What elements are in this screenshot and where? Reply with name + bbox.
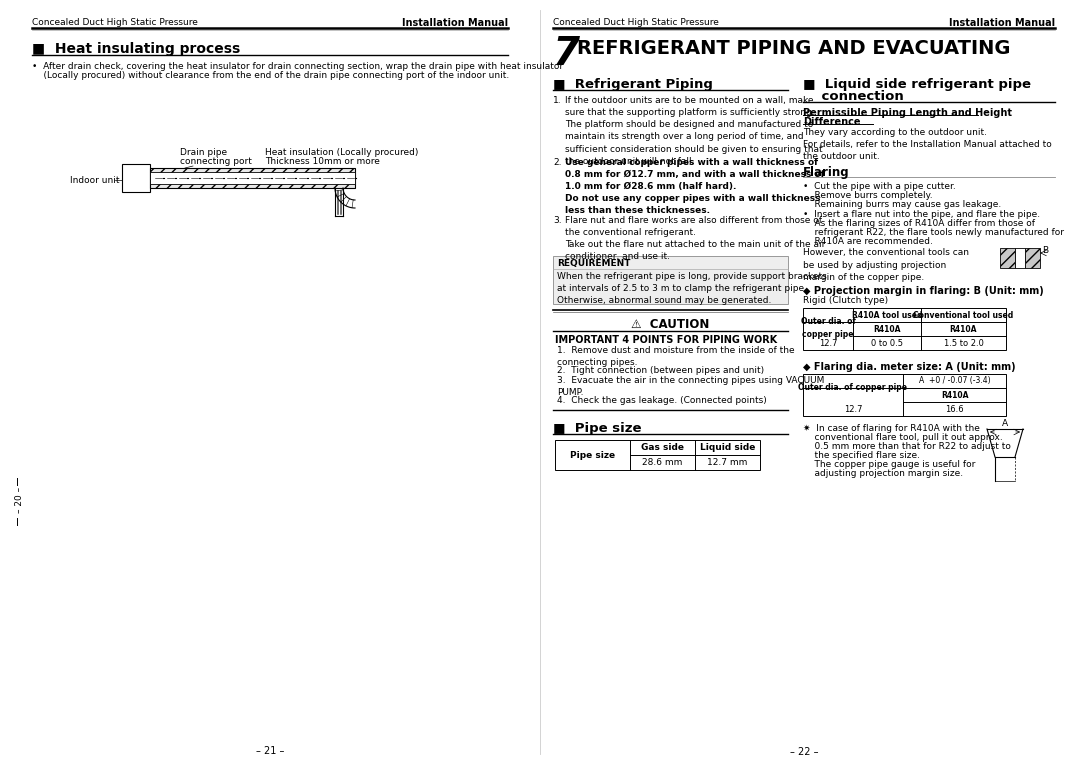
Text: R410A: R410A bbox=[941, 390, 969, 400]
Text: ◆ Projection margin in flaring: B (Unit: mm): ◆ Projection margin in flaring: B (Unit:… bbox=[804, 286, 1043, 296]
Text: REFRIGERANT PIPING AND EVACUATING: REFRIGERANT PIPING AND EVACUATING bbox=[577, 39, 1011, 58]
Bar bbox=[150, 172, 355, 184]
Text: When the refrigerant pipe is long, provide support brackets
at intervals of 2.5 : When the refrigerant pipe is long, provi… bbox=[557, 272, 827, 306]
Text: Flare nut and flare works are also different from those of
the conventional refr: Flare nut and flare works are also diffe… bbox=[565, 216, 825, 261]
Text: 12.7: 12.7 bbox=[819, 338, 837, 348]
Text: Concealed Duct High Static Pressure: Concealed Duct High Static Pressure bbox=[32, 18, 198, 27]
Text: A: A bbox=[1002, 419, 1008, 428]
Text: B: B bbox=[1042, 246, 1048, 255]
Text: ■  Heat insulating process: ■ Heat insulating process bbox=[32, 42, 240, 56]
Bar bbox=[150, 168, 355, 188]
Bar bbox=[804, 374, 1005, 416]
Text: As the flaring sizes of R410A differ from those of: As the flaring sizes of R410A differ fro… bbox=[804, 219, 1035, 228]
Text: – 20 –: – 20 – bbox=[15, 487, 25, 513]
Text: They vary according to the outdoor unit.
For details, refer to the Installation : They vary according to the outdoor unit.… bbox=[804, 128, 1052, 161]
Text: Outer dia. of: Outer dia. of bbox=[800, 318, 855, 326]
Text: ◆ Flaring dia. meter size: A (Unit: mm): ◆ Flaring dia. meter size: A (Unit: mm) bbox=[804, 362, 1015, 372]
Text: 2.  Tight connection (between pipes and unit): 2. Tight connection (between pipes and u… bbox=[557, 366, 765, 375]
Text: ■  Liquid side refrigerant pipe: ■ Liquid side refrigerant pipe bbox=[804, 78, 1031, 91]
Text: Rigid (Clutch type): Rigid (Clutch type) bbox=[804, 296, 888, 305]
Text: 1.  Remove dust and moisture from the inside of the
connecting pipes.: 1. Remove dust and moisture from the ins… bbox=[557, 346, 795, 367]
Text: 2.: 2. bbox=[553, 158, 562, 167]
Text: Conventional tool used: Conventional tool used bbox=[914, 310, 1014, 319]
Text: Installation Manual: Installation Manual bbox=[402, 18, 508, 28]
Text: conventional flare tool, pull it out approx.: conventional flare tool, pull it out app… bbox=[804, 433, 1002, 442]
Text: R410A tool used: R410A tool used bbox=[852, 310, 922, 319]
Text: IMPORTANT 4 POINTS FOR PIPING WORK: IMPORTANT 4 POINTS FOR PIPING WORK bbox=[555, 335, 778, 345]
Text: Installation Manual: Installation Manual bbox=[949, 18, 1055, 28]
Text: Pipe size: Pipe size bbox=[570, 451, 616, 459]
Text: Permissible Piping Length and Height: Permissible Piping Length and Height bbox=[804, 108, 1012, 118]
Text: connection: connection bbox=[804, 90, 904, 103]
Bar bbox=[1025, 248, 1040, 268]
Text: •  Cut the pipe with a pipe cutter.: • Cut the pipe with a pipe cutter. bbox=[804, 182, 956, 191]
Text: 1.: 1. bbox=[553, 96, 562, 105]
Bar bbox=[122, 164, 150, 192]
Text: ■  Refrigerant Piping: ■ Refrigerant Piping bbox=[553, 78, 713, 91]
Text: – 21 –: – 21 – bbox=[256, 746, 284, 756]
Text: The copper pipe gauge is useful for: The copper pipe gauge is useful for bbox=[804, 460, 975, 469]
Text: adjusting projection margin size.: adjusting projection margin size. bbox=[804, 469, 963, 478]
Text: A  +0 / -0.07 (-3.4): A +0 / -0.07 (-3.4) bbox=[919, 377, 990, 386]
Text: 4.  Check the gas leakage. (Connected points): 4. Check the gas leakage. (Connected poi… bbox=[557, 396, 767, 405]
Text: Outer dia. of copper pipe: Outer dia. of copper pipe bbox=[798, 384, 907, 393]
Bar bbox=[804, 308, 1005, 350]
Text: Remaining burrs may cause gas leakage.: Remaining burrs may cause gas leakage. bbox=[804, 200, 1001, 209]
Text: 12.7 mm: 12.7 mm bbox=[707, 458, 747, 467]
Text: If the outdoor units are to be mounted on a wall, make
sure that the supporting : If the outdoor units are to be mounted o… bbox=[565, 96, 823, 166]
Text: Concealed Duct High Static Pressure: Concealed Duct High Static Pressure bbox=[553, 18, 719, 27]
Text: However, the conventional tools can
be used by adjusting projection
margin of th: However, the conventional tools can be u… bbox=[804, 248, 969, 282]
Text: ✷  In case of flaring for R410A with the: ✷ In case of flaring for R410A with the bbox=[804, 424, 980, 433]
Text: Indoor unit: Indoor unit bbox=[70, 176, 120, 185]
Text: copper pipe: copper pipe bbox=[802, 330, 854, 339]
Text: ■  Pipe size: ■ Pipe size bbox=[553, 422, 642, 435]
Text: R410A: R410A bbox=[874, 325, 901, 334]
Text: 3.  Evacuate the air in the connecting pipes using VACUUM
PUMP.: 3. Evacuate the air in the connecting pi… bbox=[557, 376, 824, 397]
Text: Thickness 10mm or more: Thickness 10mm or more bbox=[265, 157, 380, 166]
Text: Flaring: Flaring bbox=[804, 166, 850, 179]
Text: 0.5 mm more than that for R22 to adjust to: 0.5 mm more than that for R22 to adjust … bbox=[804, 442, 1011, 451]
Text: connecting port: connecting port bbox=[180, 157, 252, 166]
Text: •  Insert a flare nut into the pipe, and flare the pipe.: • Insert a flare nut into the pipe, and … bbox=[804, 210, 1040, 219]
Text: (Locally procured) without clearance from the end of the drain pipe connecting p: (Locally procured) without clearance fro… bbox=[32, 71, 510, 80]
Text: 1.5 to 2.0: 1.5 to 2.0 bbox=[944, 338, 984, 348]
Text: •  After drain check, covering the heat insulator for drain connecting section, : • After drain check, covering the heat i… bbox=[32, 62, 563, 71]
Text: R410A: R410A bbox=[949, 325, 977, 334]
Text: Gas side: Gas side bbox=[642, 443, 684, 452]
Text: 7: 7 bbox=[553, 35, 580, 73]
Text: Heat insulation (Locally procured): Heat insulation (Locally procured) bbox=[265, 148, 418, 157]
Text: 28.6 mm: 28.6 mm bbox=[643, 458, 683, 467]
Bar bbox=[1015, 248, 1025, 268]
Text: – 22 –: – 22 – bbox=[789, 747, 819, 757]
Text: 16.6: 16.6 bbox=[945, 404, 963, 413]
Text: R410A are recommended.: R410A are recommended. bbox=[804, 237, 933, 246]
Text: Use general copper pipes with a wall thickness of
0.8 mm for Ø12.7 mm, and with : Use general copper pipes with a wall thi… bbox=[565, 158, 825, 191]
Bar bbox=[1000, 248, 1015, 268]
Text: 3.: 3. bbox=[553, 216, 562, 225]
Text: 0 to 0.5: 0 to 0.5 bbox=[870, 338, 903, 348]
Text: refrigerant R22, the flare tools newly manufactured for: refrigerant R22, the flare tools newly m… bbox=[804, 228, 1064, 237]
Text: Liquid side: Liquid side bbox=[700, 443, 755, 452]
Text: the specified flare size.: the specified flare size. bbox=[804, 451, 920, 460]
Text: Drain pipe: Drain pipe bbox=[180, 148, 227, 157]
Bar bbox=[555, 440, 760, 470]
Text: ⚠  CAUTION: ⚠ CAUTION bbox=[632, 318, 710, 331]
Text: REQUIREMENT: REQUIREMENT bbox=[557, 259, 631, 268]
Text: Remove burrs completely.: Remove burrs completely. bbox=[804, 191, 933, 200]
Text: Difference: Difference bbox=[804, 117, 861, 127]
Text: 12.7: 12.7 bbox=[843, 404, 862, 413]
Text: Do not use any copper pipes with a wall thickness
less than these thicknesses.: Do not use any copper pipes with a wall … bbox=[565, 194, 821, 215]
Bar bbox=[553, 256, 788, 304]
